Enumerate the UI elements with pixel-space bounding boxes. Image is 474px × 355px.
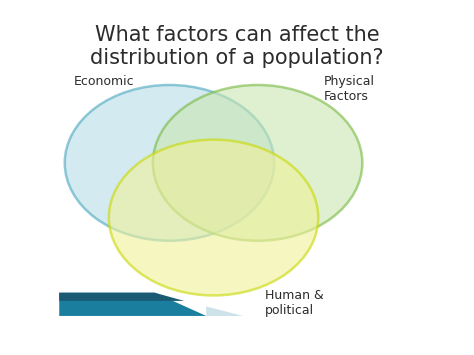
Circle shape [109,140,318,295]
Text: What factors can affect the
distribution of a population?: What factors can affect the distribution… [90,25,384,68]
Circle shape [153,85,362,241]
Polygon shape [59,293,206,316]
Polygon shape [59,293,184,301]
Text: Economic: Economic [74,75,135,88]
Text: Human &
political: Human & political [265,289,324,317]
Polygon shape [206,306,243,316]
Text: Physical
Factors: Physical Factors [324,75,375,103]
Circle shape [65,85,274,241]
